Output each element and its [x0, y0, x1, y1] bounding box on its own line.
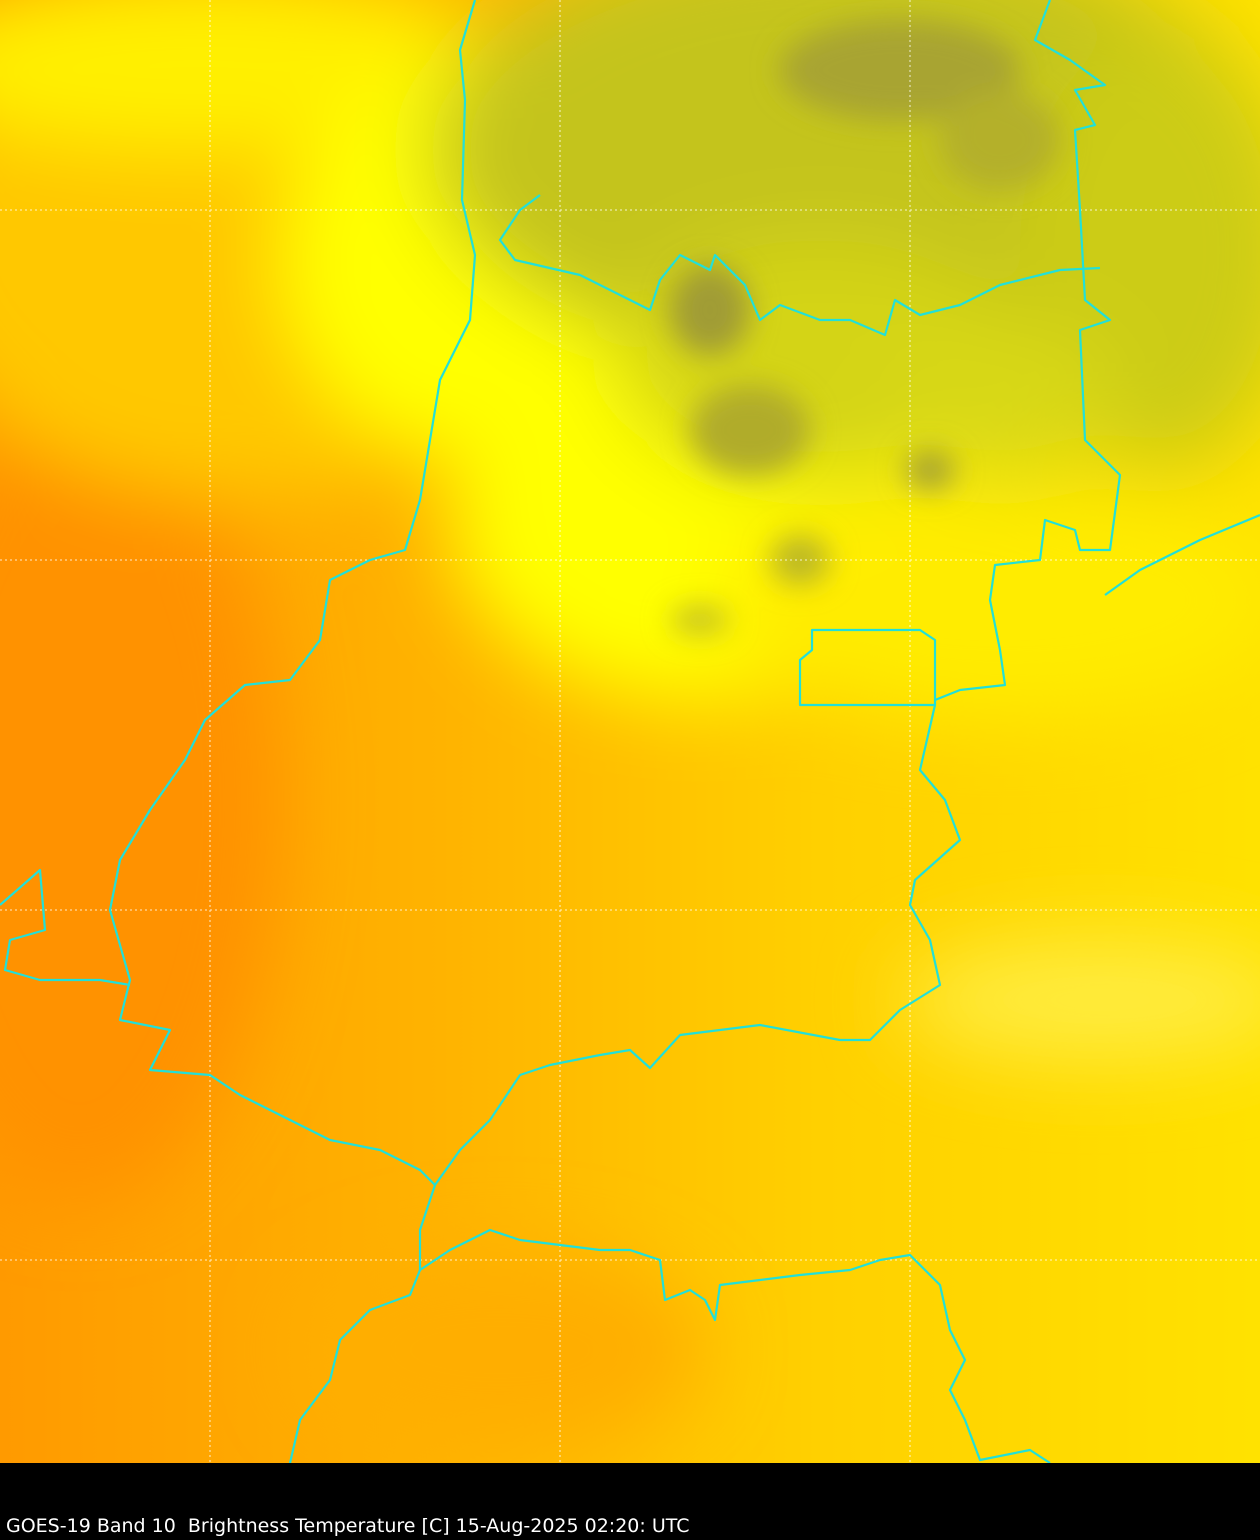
border-line: [108, 0, 477, 1186]
border-line: [934, 0, 1122, 702]
border-line: [434, 704, 962, 1186]
border-line: [798, 628, 937, 707]
lat-lon-grid: [0, 0, 1260, 1463]
border-line: [0, 868, 131, 987]
temperature-field: [0, 0, 1260, 1450]
border-line: [419, 1228, 1051, 1463]
border-line: [1104, 513, 1260, 596]
satellite-map: [0, 0, 1260, 1463]
image-caption: GOES-19 Band 10 Brightness Temperature […: [6, 1515, 690, 1537]
border-line: [498, 194, 1101, 337]
cold-cloud-patches: [670, 20, 1060, 635]
border-line: [288, 1184, 437, 1463]
political-borders: [0, 0, 1260, 1463]
